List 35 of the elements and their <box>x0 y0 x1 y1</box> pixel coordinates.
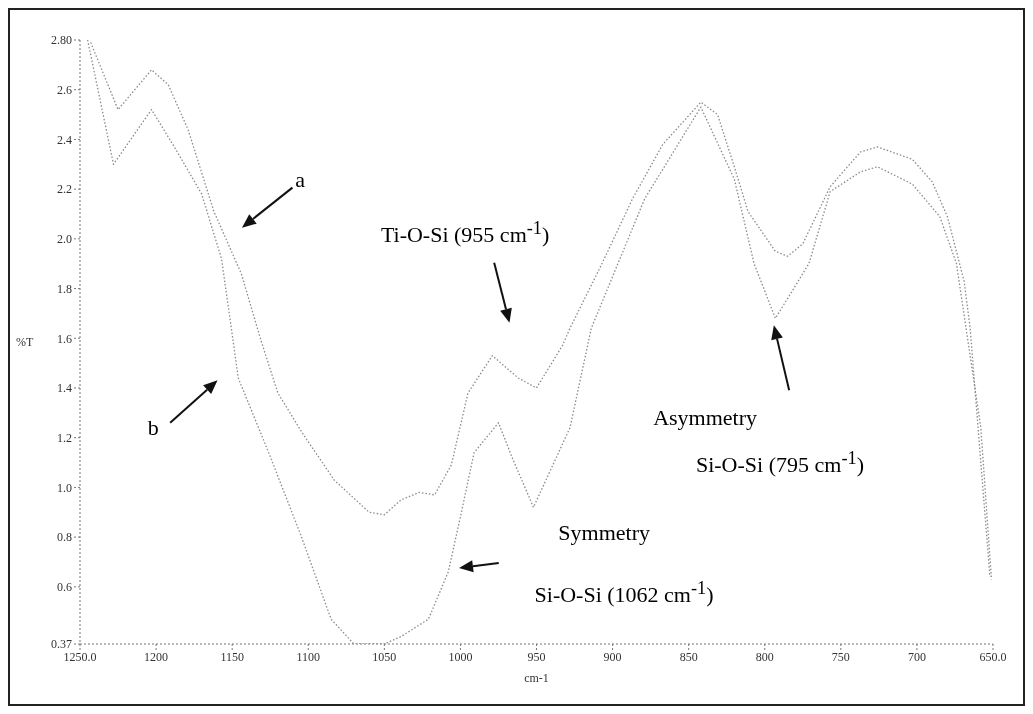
annotation: Symmetry <box>558 519 651 546</box>
x-tick-label: 800 <box>755 649 774 664</box>
y-tick-label: 0.8 <box>57 530 72 545</box>
y-tick-label: 2.2 <box>57 182 72 197</box>
x-tick-label: 650.0 <box>979 649 1007 664</box>
y-tick-label: 1.0 <box>57 480 72 495</box>
y-tick-label: 1.2 <box>57 430 72 445</box>
annotation: Si-O-Si (795 cm$^{-1}$) <box>695 447 864 479</box>
annotation: Ti-O-Si (955 cm$^{-1}$) <box>380 217 550 248</box>
x-tick-label: 1100 <box>296 649 321 664</box>
annotation: Asymmetry <box>653 404 758 431</box>
y-tick-label: 2.0 <box>57 232 72 247</box>
x-tick-label: 1250.0 <box>63 649 97 664</box>
x-axis-title: cm-1 <box>524 671 549 685</box>
annotation: Si-O-Si (1062 cm$^{-1}$) <box>534 577 714 609</box>
x-tick-label: 700 <box>907 649 926 664</box>
x-tick-label: 950 <box>527 649 546 664</box>
y-axis-title: %T <box>16 335 34 350</box>
y-tick-label: 2.80 <box>51 33 72 48</box>
x-tick-label: 1200 <box>144 649 169 664</box>
annotation: b <box>147 414 159 441</box>
x-tick-label: 900 <box>603 649 622 664</box>
y-tick-label: 0.6 <box>57 580 72 595</box>
x-tick-label: 750 <box>831 649 850 664</box>
annotation: a <box>295 167 305 194</box>
y-tick-label: 2.6 <box>57 82 72 97</box>
x-tick-label: 1150 <box>220 649 244 664</box>
y-tick-label: 1.6 <box>57 331 72 346</box>
x-tick-label: 1050 <box>372 649 397 664</box>
y-tick-label: 1.8 <box>57 281 72 296</box>
x-tick-label: 850 <box>679 649 698 664</box>
y-tick-label: 2.4 <box>57 132 72 147</box>
x-tick-label: 1000 <box>448 649 473 664</box>
y-tick-label: 1.4 <box>57 381 72 396</box>
y-tick-label: 0.37 <box>51 637 72 652</box>
